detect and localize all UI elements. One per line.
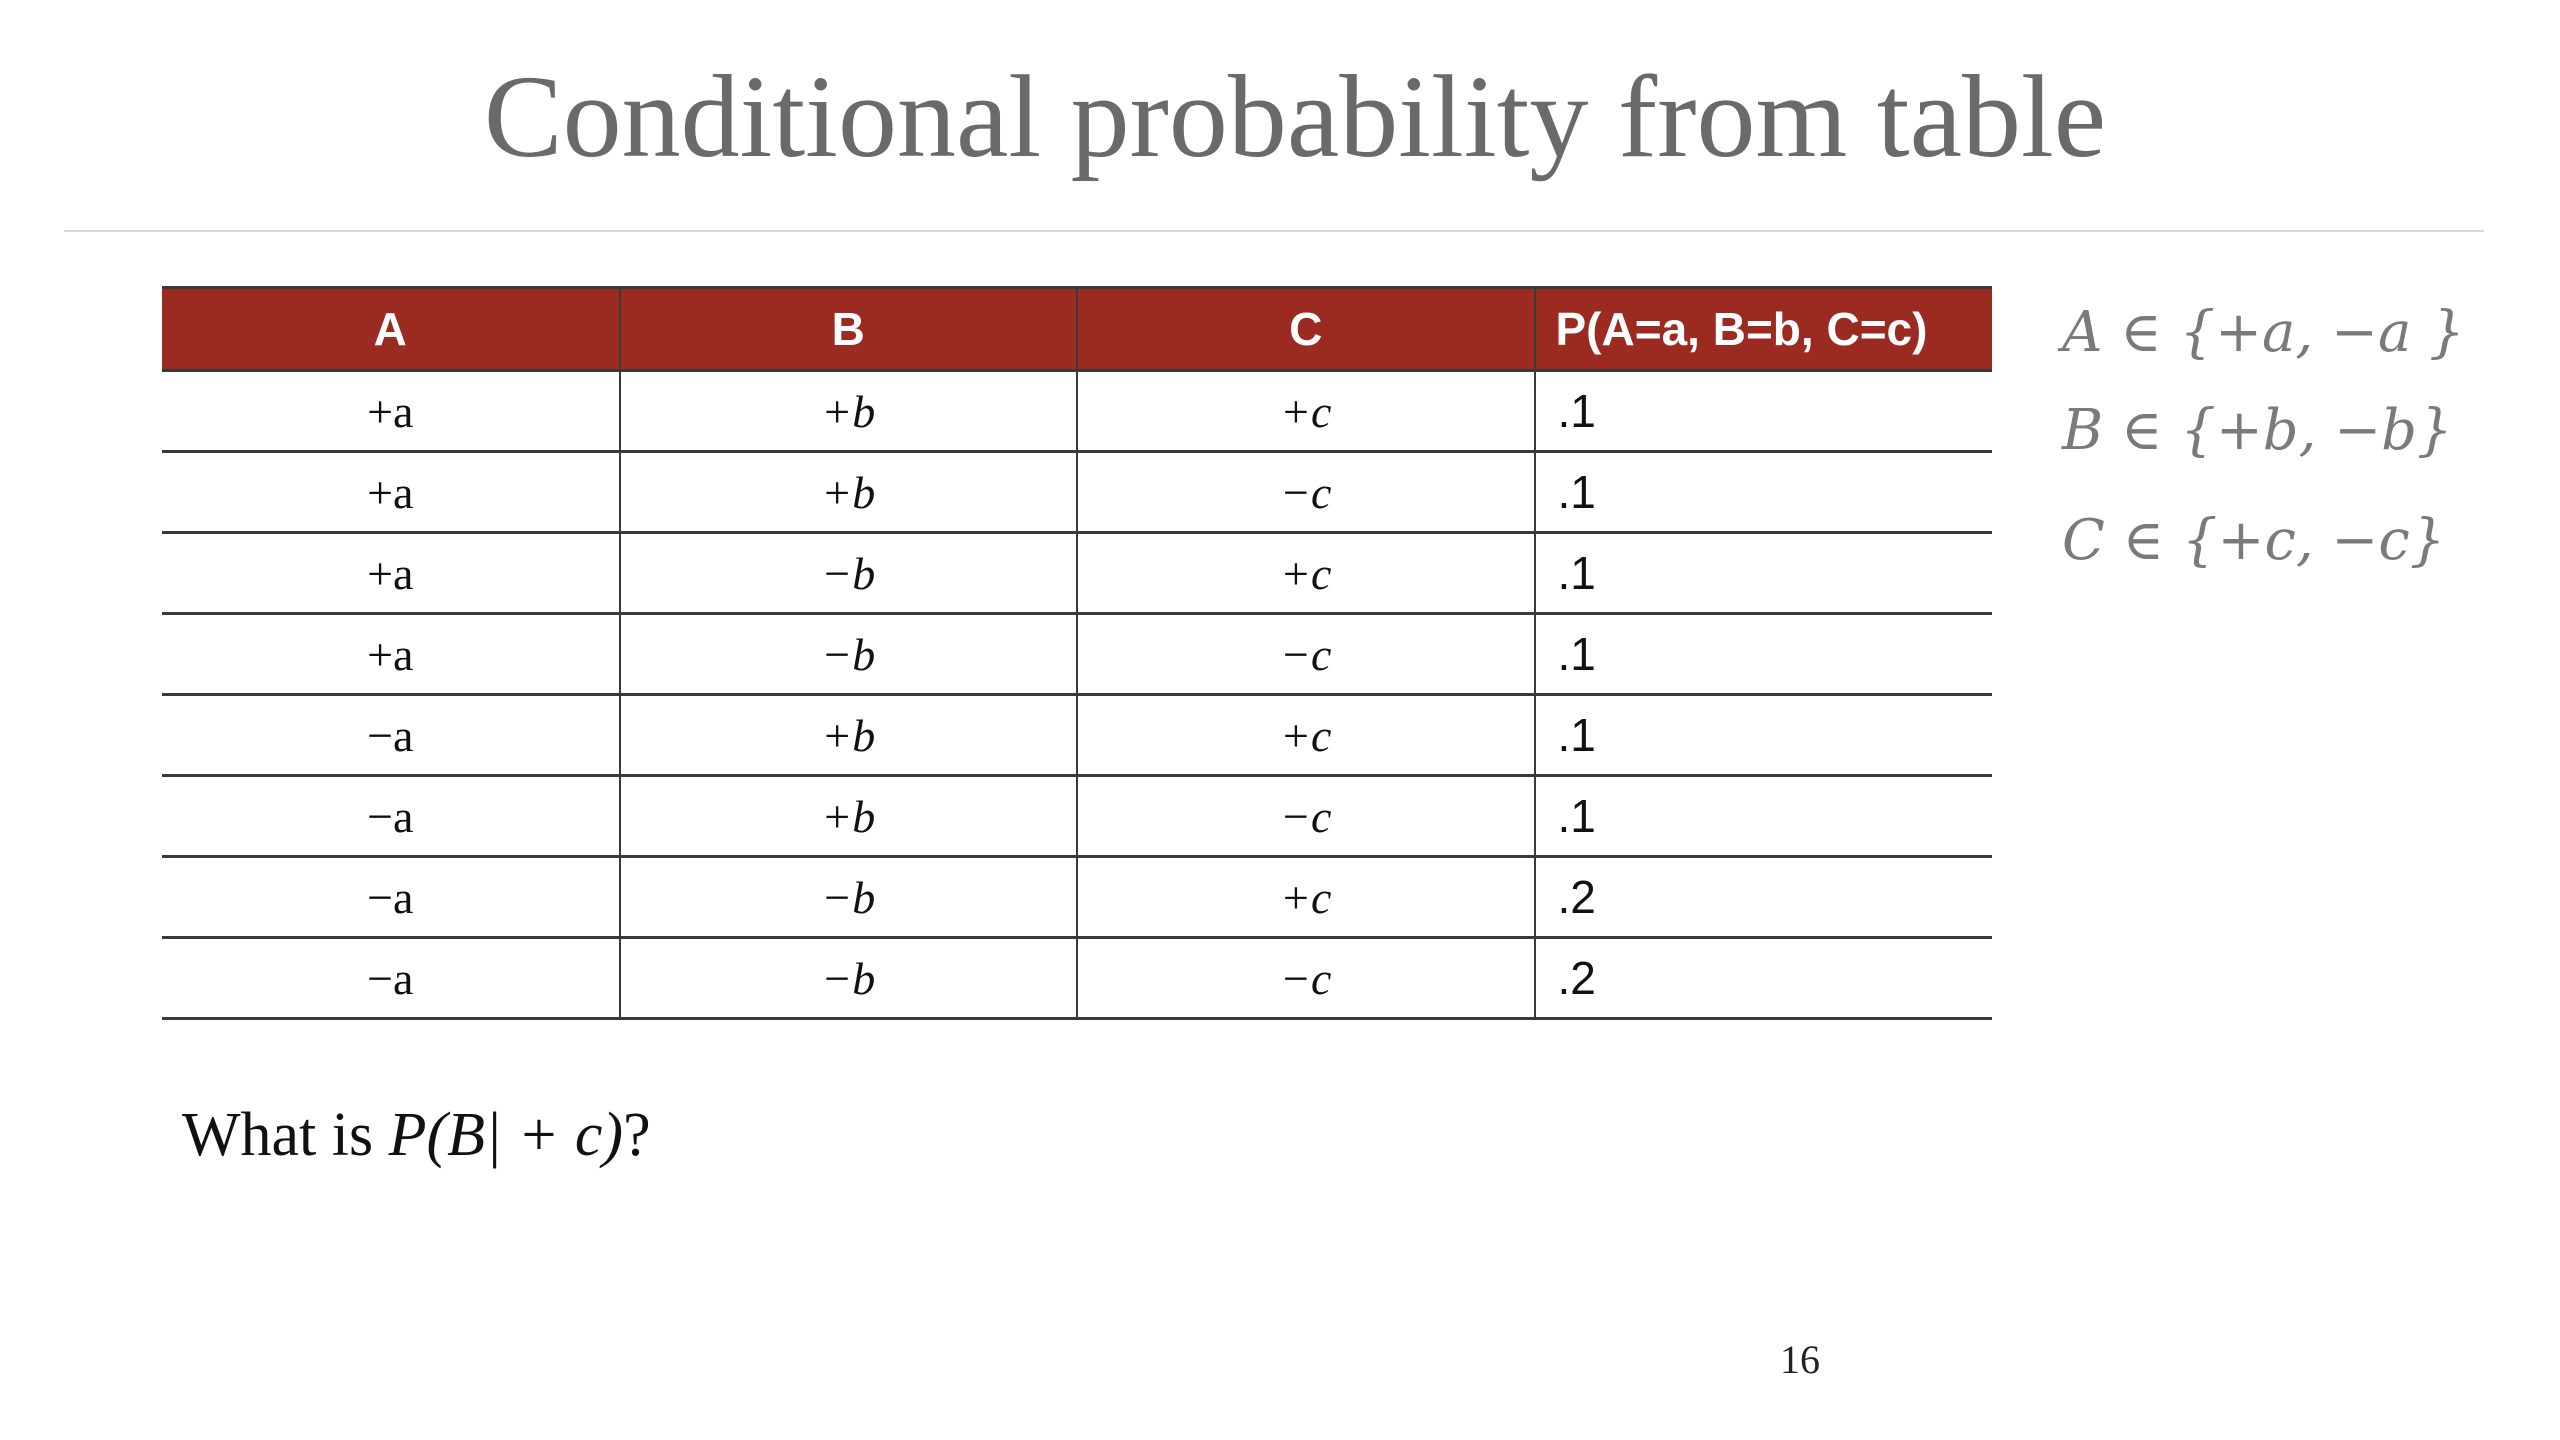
domain-a: A ∈ {+a, −a }	[2062, 300, 2465, 365]
cell-probability: .1	[1533, 613, 1992, 696]
cell-a: −a	[162, 775, 620, 858]
cell-c: +c	[1076, 694, 1535, 777]
domain-b: B ∈ {+b, −b}	[2062, 398, 2453, 463]
cell-b: −b	[618, 613, 1077, 696]
cell-probability: .1	[1533, 451, 1992, 534]
cell-probability: .1	[1533, 694, 1992, 777]
header-probability: P(A=a, B=b, C=c)	[1533, 286, 1992, 372]
cell-probability: .2	[1533, 856, 1992, 939]
cell-b: −b	[618, 937, 1077, 1020]
table-row: +a −b +c .1	[162, 532, 1992, 615]
cell-c: −c	[1076, 451, 1535, 534]
slide-title: Conditional probability from table	[483, 51, 2107, 182]
cell-b: +b	[618, 370, 1077, 453]
question-prefix: What is	[182, 1101, 389, 1169]
cell-a: −a	[162, 694, 620, 777]
cell-a: +a	[162, 532, 620, 615]
cell-b: +b	[618, 775, 1077, 858]
cell-c: −c	[1076, 775, 1535, 858]
table-row: +a +b +c .1	[162, 370, 1992, 453]
cell-probability: .1	[1533, 532, 1992, 615]
cell-b: +b	[618, 451, 1077, 534]
cell-a: +a	[162, 613, 620, 696]
cell-a: +a	[162, 370, 620, 453]
cell-a: −a	[162, 856, 620, 939]
cell-b: −b	[618, 856, 1077, 939]
cell-c: +c	[1076, 856, 1535, 939]
table-header-row: A B C P(A=a, B=b, C=c)	[162, 286, 1992, 372]
joint-probability-table: A B C P(A=a, B=b, C=c) +a +b +c .1 +a +b…	[162, 286, 1992, 1020]
question-math: P(B| + c)	[388, 1101, 624, 1169]
page-number: 16	[1780, 1337, 1820, 1382]
question-text: What is P(B| + c)?	[182, 1100, 651, 1171]
table-row: −a −b +c .2	[162, 856, 1992, 939]
cell-c: −c	[1076, 937, 1535, 1020]
cell-c: −c	[1076, 613, 1535, 696]
header-b: B	[618, 286, 1077, 372]
header-c: C	[1076, 286, 1535, 372]
cell-c: +c	[1076, 532, 1535, 615]
header-a: A	[162, 286, 620, 372]
question-suffix: ?	[623, 1101, 651, 1169]
title-divider	[64, 230, 2484, 232]
cell-probability: .1	[1533, 775, 1992, 858]
cell-probability: .2	[1533, 937, 1992, 1020]
cell-probability: .1	[1533, 370, 1992, 453]
cell-c: +c	[1076, 370, 1535, 453]
table-row: −a +b +c .1	[162, 694, 1992, 777]
table-row: +a +b −c .1	[162, 451, 1992, 534]
cell-b: −b	[618, 532, 1077, 615]
table-row: −a +b −c .1	[162, 775, 1992, 858]
cell-a: −a	[162, 937, 620, 1020]
cell-b: +b	[618, 694, 1077, 777]
table-row: +a −b −c .1	[162, 613, 1992, 696]
cell-a: +a	[162, 451, 620, 534]
domain-c: C ∈ {+c, −c}	[2062, 508, 2446, 573]
table-row: −a −b −c .2	[162, 937, 1992, 1020]
